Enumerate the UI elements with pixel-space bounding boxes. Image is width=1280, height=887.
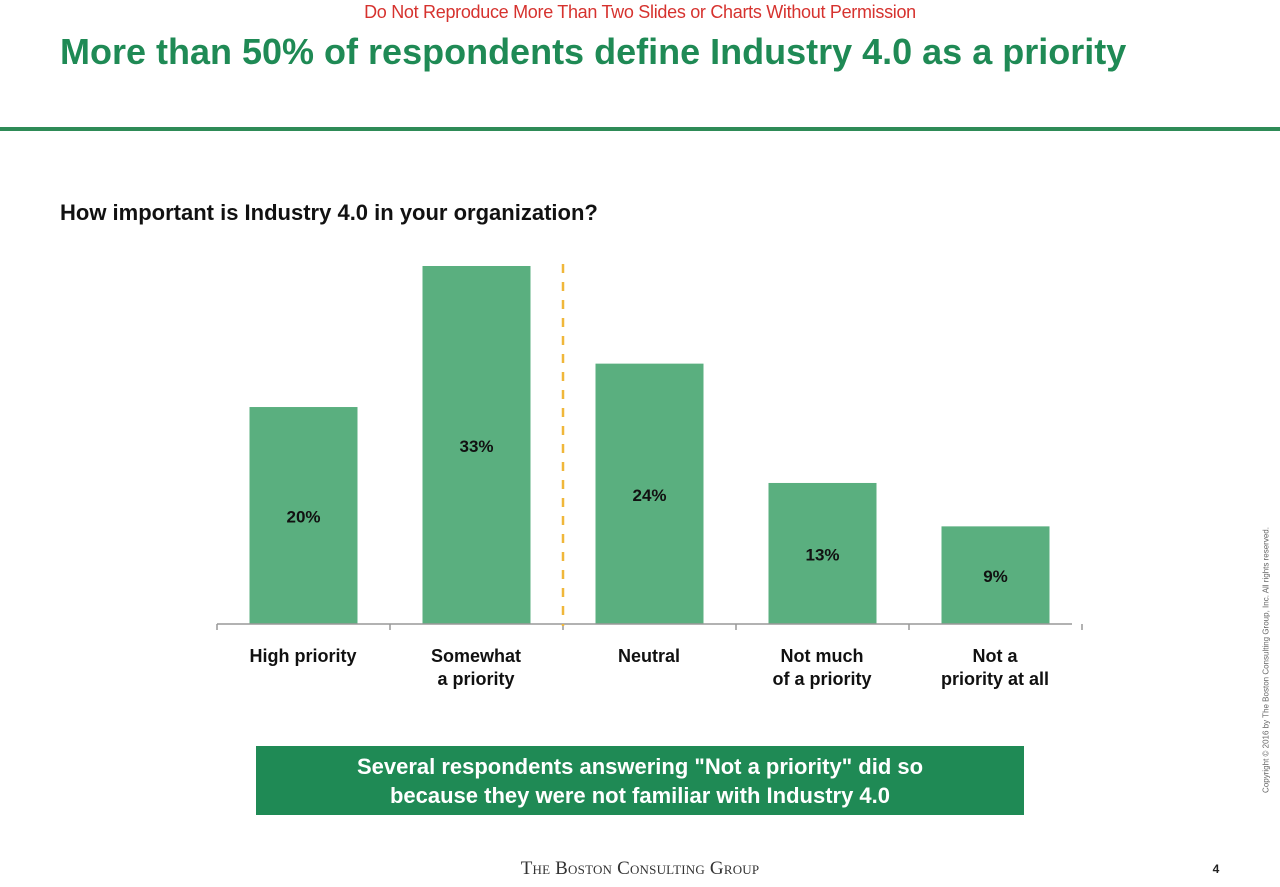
bar-value-label: 24% [632, 486, 666, 505]
bar [768, 482, 877, 624]
bar [941, 526, 1050, 624]
x-category-label: Neutral [617, 646, 680, 666]
callout-note: Several respondents answering "Not a pri… [256, 746, 1024, 815]
x-category-label: High priority [249, 646, 357, 666]
bcg-logo: The Boston Consulting Group [520, 858, 760, 879]
slide-title: More than 50% of respondents define Indu… [60, 31, 1127, 72]
x-category-label: Not a priority at all [940, 646, 1050, 689]
copyright-notice: Copyright © 2016 by The Boston Consultin… [1261, 527, 1271, 793]
bar [595, 363, 704, 624]
bar-value-label: 20% [286, 508, 320, 527]
bar-value-label: 33% [459, 437, 493, 456]
bar [422, 266, 531, 624]
bar-value-label: 13% [805, 545, 839, 564]
x-category-label: Not much of a priority [772, 646, 872, 689]
x-category-label: Somewhat a priority [430, 646, 522, 689]
title-divider [0, 127, 1280, 131]
permission-warning: Do Not Reproduce More Than Two Slides or… [364, 2, 916, 22]
chart-question: How important is Industry 4.0 in your or… [60, 200, 598, 225]
page-number: 4 [1212, 862, 1220, 876]
bar-value-label: 9% [983, 567, 1008, 586]
bar [249, 407, 358, 624]
